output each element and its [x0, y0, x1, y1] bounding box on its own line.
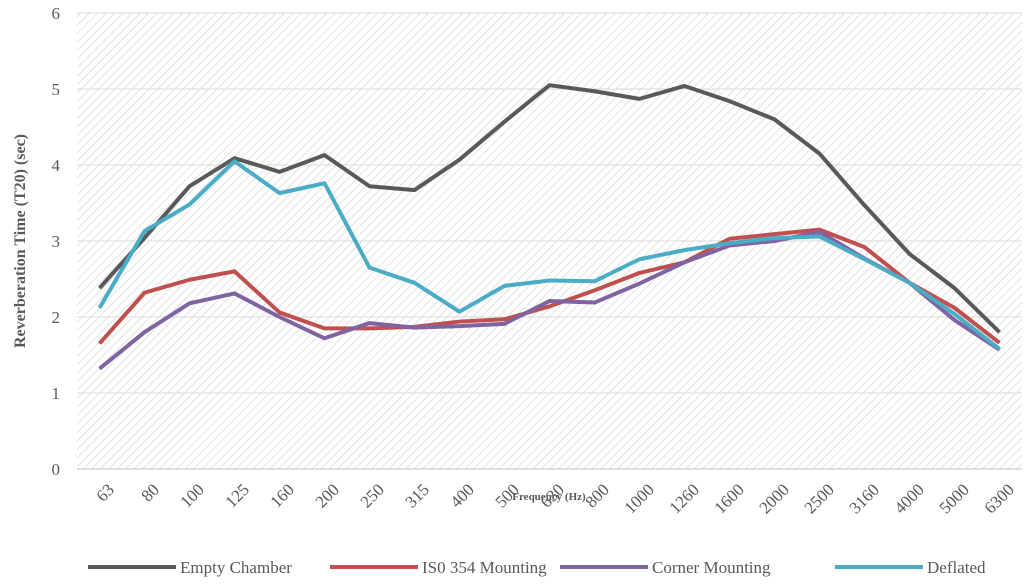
y-axis-title: Reverberation Time (T20) (sec)	[12, 134, 29, 348]
x-tick-label: 2000	[755, 480, 792, 517]
series-line	[98, 227, 1001, 345]
x-tick-label: 63	[92, 480, 117, 505]
x-tick-label: 200	[311, 480, 342, 511]
y-tick-label: 2	[52, 308, 61, 327]
x-tick-label: 4000	[890, 480, 927, 517]
x-tick-label: 250	[356, 480, 387, 511]
legend-label: IS0 354 Mounting	[422, 558, 547, 577]
y-tick-label: 1	[52, 384, 61, 403]
y-tick-label: 6	[52, 4, 61, 23]
series-line	[98, 83, 1001, 334]
x-tick-label: 6300	[980, 480, 1017, 517]
x-tick-label: 100	[176, 480, 207, 511]
x-tick-label: 5000	[935, 480, 972, 517]
x-tick-label: 630	[536, 480, 567, 511]
series-line	[97, 159, 1001, 351]
x-tick-label: 125	[221, 480, 252, 511]
y-tick-label: 3	[52, 232, 61, 251]
x-tick-label: 315	[401, 480, 432, 511]
legend-label: Corner Mounting	[652, 558, 771, 577]
x-tick-label: 3160	[845, 480, 882, 517]
x-tick-label: 800	[581, 480, 612, 511]
x-tick-label: 1260	[665, 480, 702, 517]
x-tick-label: 160	[266, 480, 297, 511]
x-tick-label: 400	[446, 480, 477, 511]
x-axis-title: Frequency (Hz)	[512, 491, 586, 503]
y-tick-label: 0	[52, 460, 61, 479]
legend-label: Deflated	[927, 558, 986, 577]
x-tick-label: 1000	[620, 480, 657, 517]
x-tick-label: 2500	[800, 480, 837, 517]
y-tick-label: 5	[52, 80, 61, 99]
legend-label: Empty Chamber	[180, 558, 292, 577]
x-tick-label: 500	[491, 480, 522, 511]
x-tick-label: 1600	[710, 480, 747, 517]
y-tick-label: 4	[52, 156, 61, 175]
x-tick-label: 80	[137, 480, 162, 505]
